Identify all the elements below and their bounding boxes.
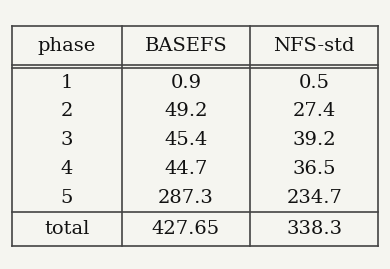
Text: phase: phase xyxy=(37,37,96,55)
Text: NFS-std: NFS-std xyxy=(273,37,355,55)
Text: 1: 1 xyxy=(60,74,73,91)
Text: 3: 3 xyxy=(60,131,73,149)
Text: 287.3: 287.3 xyxy=(158,189,214,207)
Text: 39.2: 39.2 xyxy=(292,131,336,149)
Text: 234.7: 234.7 xyxy=(286,189,342,207)
Text: 4: 4 xyxy=(60,160,73,178)
Text: 427.65: 427.65 xyxy=(152,220,220,238)
Text: 2: 2 xyxy=(60,102,73,120)
Text: 338.3: 338.3 xyxy=(286,220,342,238)
Text: 5: 5 xyxy=(60,189,73,207)
Text: 27.4: 27.4 xyxy=(292,102,336,120)
Text: 0.5: 0.5 xyxy=(299,74,330,91)
Text: 44.7: 44.7 xyxy=(164,160,207,178)
Text: BASEFS: BASEFS xyxy=(145,37,227,55)
Text: 0.9: 0.9 xyxy=(170,74,201,91)
Text: 36.5: 36.5 xyxy=(292,160,336,178)
Text: 49.2: 49.2 xyxy=(164,102,207,120)
Text: 45.4: 45.4 xyxy=(164,131,207,149)
Text: total: total xyxy=(44,220,89,238)
